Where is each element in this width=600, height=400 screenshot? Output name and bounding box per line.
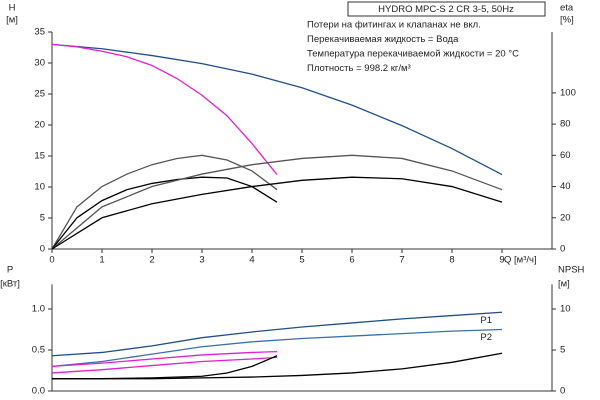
y2-tick-label: 40 <box>560 181 571 192</box>
curve <box>52 355 278 380</box>
chart-title: HYDRO MPC-S 2 CR 3-5, 50Hz <box>378 4 514 15</box>
curve <box>52 352 503 380</box>
series-label: P1 <box>480 315 492 326</box>
y2-tick-label: 5 <box>560 345 565 356</box>
curve <box>51 328 503 368</box>
y-tick-label: 1.0 <box>32 304 45 315</box>
y2-tick-label: 100 <box>560 87 576 98</box>
y2-axis-label: eta <box>560 3 574 14</box>
curve <box>51 311 503 357</box>
curve <box>51 176 278 250</box>
x-tick-label: 3 <box>199 255 204 266</box>
note: Потери на фитингах и клапанах не вкл. <box>307 20 481 31</box>
x-tick-label: 1 <box>99 255 104 266</box>
y-axis-label: [м] <box>6 15 18 26</box>
curve <box>51 356 278 374</box>
x-tick-label: 4 <box>249 255 254 266</box>
y-tick-label: 10 <box>34 182 45 193</box>
y2-tick-label: 60 <box>560 150 571 161</box>
x-tick-label: 2 <box>149 255 154 266</box>
x-tick-label: 7 <box>399 255 404 266</box>
curve <box>51 176 503 250</box>
x-axis-label: Q [м³/ч] <box>504 255 537 266</box>
y-tick-label: 0 <box>40 244 45 255</box>
y2-axis-label: NPSH <box>558 265 585 276</box>
note: Плотность = 998.2 кг/м³ <box>307 63 411 74</box>
y-tick-label: 0.0 <box>32 386 45 397</box>
x-tick-label: 6 <box>349 255 354 266</box>
y2-tick-label: 0 <box>560 386 565 397</box>
y-tick-label: 0.5 <box>32 345 45 356</box>
y-tick-label: 35 <box>34 27 45 38</box>
y-tick-label: 25 <box>34 89 45 100</box>
title-box <box>347 1 546 17</box>
y-axis-label: P <box>7 265 13 276</box>
y2-tick-label: 80 <box>560 119 571 130</box>
y-axis-label: [кВт] <box>0 279 20 290</box>
y-tick-label: 20 <box>34 120 45 131</box>
series-label: P2 <box>480 332 492 343</box>
curve <box>51 154 278 250</box>
y-tick-label: 5 <box>40 213 45 224</box>
x-tick-label: 0 <box>49 255 54 266</box>
y2-tick-label: 0 <box>560 244 565 255</box>
y2-tick-label: 10 <box>560 304 571 315</box>
note: Температура перекачиваемой жидкости = 20… <box>307 49 519 60</box>
y2-axis-label: [м] <box>558 279 570 290</box>
curve <box>51 350 278 368</box>
x-tick-label: 9 <box>499 255 504 266</box>
curve <box>51 154 503 250</box>
note: Перекачиваемая жидкость = Вода <box>307 34 459 45</box>
y-tick-label: 30 <box>34 58 45 69</box>
y2-tick-label: 20 <box>560 212 571 223</box>
curve <box>51 43 278 176</box>
y2-axis-label: [%] <box>560 15 574 26</box>
curve <box>51 43 503 176</box>
y-tick-label: 15 <box>34 151 45 162</box>
x-tick-label: 8 <box>449 255 454 266</box>
y-axis-label: H <box>9 3 16 14</box>
x-tick-label: 5 <box>299 255 304 266</box>
